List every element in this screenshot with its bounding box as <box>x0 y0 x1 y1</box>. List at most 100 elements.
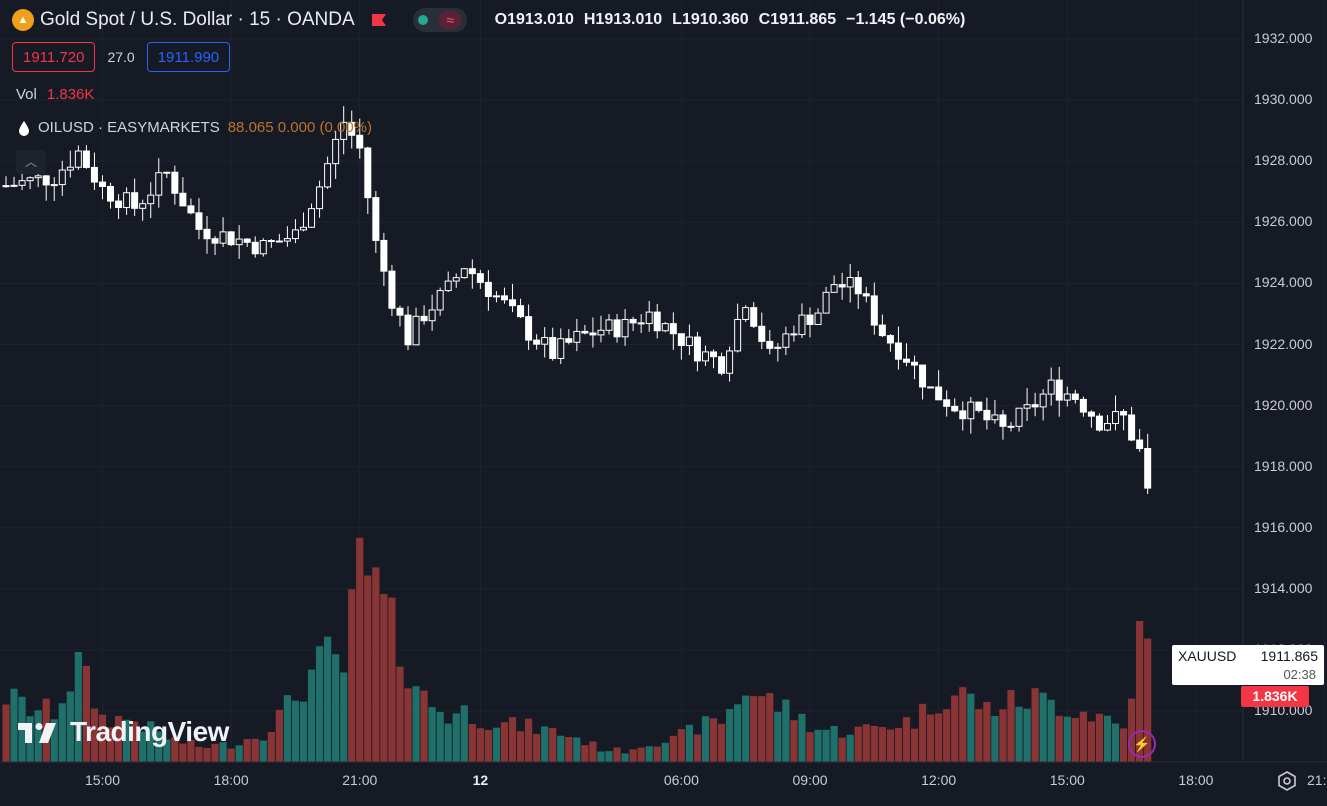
volume-bar <box>476 728 484 762</box>
volume-bar <box>750 696 758 762</box>
candle-body <box>340 121 348 140</box>
flag-icon[interactable] <box>371 13 387 27</box>
candle-body <box>420 315 428 322</box>
volume-bar <box>356 537 364 762</box>
candle-body <box>943 399 951 407</box>
overlay-value: 88.065 0.000 (0.00%) <box>227 119 372 136</box>
candle-body <box>251 241 259 255</box>
candle-body <box>380 239 388 272</box>
volume-bar <box>581 745 589 762</box>
tradingview-wordmark: TradingView <box>70 716 229 747</box>
candle-body <box>492 295 500 298</box>
volume-bar <box>147 721 155 762</box>
candle-body <box>967 401 975 420</box>
candle-body <box>621 318 629 338</box>
candle-body <box>115 200 123 209</box>
volume-bar <box>541 726 549 762</box>
volume-bar <box>894 728 903 762</box>
candle-body <box>710 351 718 358</box>
volume-bar <box>372 567 380 762</box>
volume-bar <box>1128 698 1136 762</box>
market-open-dot-icon <box>418 15 429 25</box>
settings-gear-icon[interactable] <box>1276 770 1298 792</box>
volume-bar <box>1087 721 1095 762</box>
overlay-legend[interactable]: OILUSD · EASYMARKETS 88.065 0.000 (0.00%… <box>18 119 372 136</box>
candle-body <box>1112 411 1120 425</box>
volume-bar <box>1111 723 1120 762</box>
volume-bar <box>131 721 139 762</box>
lightning-icon[interactable]: ⚡ <box>1128 730 1156 758</box>
volume-bar <box>508 717 517 762</box>
volume-legend[interactable]: Vol 1.836K <box>16 86 94 103</box>
volume-bar <box>726 709 734 762</box>
trade-panel: 1911.720 27.0 1911.990 <box>12 42 231 72</box>
candle-body <box>605 319 613 331</box>
candle-body <box>1031 404 1039 408</box>
high-label: H <box>583 11 596 28</box>
symbol-title[interactable]: Gold Spot / U.S. Dollar · 15 · OANDA <box>40 9 355 30</box>
volume-bar <box>74 651 82 762</box>
volume-bar <box>516 731 525 762</box>
candle-body <box>919 364 927 388</box>
volume-bar <box>734 704 742 762</box>
candle-body <box>332 138 340 165</box>
volume-bar <box>66 691 74 762</box>
sell-button[interactable]: 1911.720 <box>12 42 96 72</box>
candle-body <box>34 175 42 179</box>
candle-body <box>1007 425 1015 428</box>
collapse-legend-button[interactable]: ︿ <box>16 150 46 174</box>
candle-body <box>484 281 492 297</box>
candle-body <box>356 134 364 149</box>
open-label: O <box>494 11 508 28</box>
candle-body <box>533 339 541 345</box>
volume-bar <box>251 738 259 762</box>
candle-body <box>227 231 235 246</box>
candle-body <box>26 177 34 182</box>
candle-body <box>42 175 50 186</box>
price-tag-symbol: XAUUSD <box>1178 648 1237 664</box>
price-axis-label: 1920.000 <box>1254 396 1313 413</box>
candle-body <box>661 323 669 332</box>
candle-body <box>195 212 203 230</box>
candle-body <box>822 291 830 314</box>
candle-body <box>267 240 275 243</box>
volume-bar <box>870 725 878 762</box>
candle-body <box>58 169 66 186</box>
candle-body <box>911 361 919 366</box>
volume-bar <box>243 739 251 762</box>
volume-bar <box>742 695 750 762</box>
volume-bar <box>717 723 726 762</box>
volume-bar <box>959 687 967 762</box>
tradingview-watermark[interactable]: TradingView <box>18 716 229 748</box>
volume-bar <box>1071 718 1079 762</box>
volume-bar <box>1031 688 1039 762</box>
price-axis-label: 1932.000 <box>1254 30 1313 46</box>
volume-value: 1.836K <box>46 86 95 103</box>
volume-bar <box>557 735 565 762</box>
volume-bar <box>709 718 718 762</box>
candle-body <box>1128 414 1136 441</box>
volume-bar <box>862 724 870 762</box>
candle-body <box>1136 439 1144 449</box>
candle-body <box>476 273 484 283</box>
close-label: C <box>758 11 771 28</box>
volume-bar <box>975 709 983 762</box>
price-axis-label: 1930.000 <box>1254 91 1313 108</box>
volume-bar <box>798 713 806 762</box>
candle-body <box>581 330 589 334</box>
candle-body <box>404 314 412 346</box>
candle-body <box>798 314 806 336</box>
volume-bar <box>388 597 396 762</box>
candle-body <box>219 231 227 244</box>
candle-body <box>645 311 653 325</box>
volume-bar <box>573 737 581 762</box>
time-axis-label: 12:00 <box>921 772 957 788</box>
market-status-pill[interactable]: ≈ <box>412 8 467 32</box>
candle-body <box>299 226 307 231</box>
last-price-tag: XAUUSD 1911.865 02:38 <box>1172 645 1324 685</box>
volume-bar <box>484 730 492 762</box>
volume-bar <box>195 746 203 762</box>
buy-button[interactable]: 1911.990 <box>146 42 231 72</box>
candle-body <box>468 268 476 275</box>
volume-bar <box>1055 715 1063 762</box>
